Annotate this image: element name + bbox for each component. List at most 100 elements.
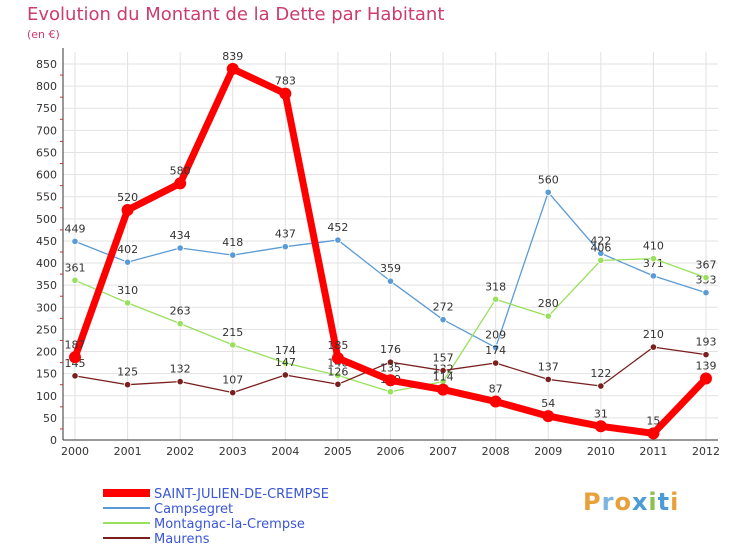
data-point (649, 255, 658, 263)
data-point (386, 388, 395, 396)
data-label: 209 (485, 329, 506, 342)
data-point (69, 351, 81, 364)
data-label: 54 (541, 397, 555, 410)
data-point (700, 372, 712, 385)
data-label: 126 (327, 365, 348, 378)
data-point (121, 203, 134, 216)
data-label: 560 (538, 173, 559, 186)
data-label: 122 (590, 367, 611, 380)
data-point (174, 177, 187, 190)
data-point (702, 351, 710, 359)
data-point (123, 381, 132, 389)
data-label: 87 (489, 383, 503, 396)
data-point (331, 352, 344, 365)
data-label: 215 (222, 326, 243, 339)
data-point (71, 372, 79, 380)
data-label: 185 (327, 339, 348, 352)
x-tick-label: 2009 (534, 445, 562, 458)
y-tick-label: 650 (36, 146, 57, 159)
data-point (123, 299, 132, 307)
data-label: 361 (65, 261, 86, 274)
data-label: 132 (170, 363, 191, 376)
data-label: 137 (538, 360, 559, 373)
data-point (647, 427, 660, 440)
data-point (176, 320, 184, 328)
data-point (281, 243, 289, 251)
legend-label: Montagnac-la-Crempse (154, 517, 305, 532)
data-label: 359 (380, 262, 401, 275)
legend-label: Maurens (154, 532, 210, 547)
data-point (489, 395, 502, 408)
data-point (334, 236, 342, 244)
data-point (544, 188, 552, 196)
data-label: 193 (696, 336, 717, 349)
data-point (334, 371, 342, 380)
data-point (176, 378, 184, 386)
legend-label: SAINT-JULIEN-DE-CREMPSE (154, 487, 329, 502)
data-point (386, 358, 395, 366)
data-point (279, 87, 292, 100)
data-point (334, 380, 342, 388)
data-label: 520 (117, 191, 138, 204)
data-label: 437 (275, 228, 296, 241)
data-point (71, 237, 79, 245)
data-label: 839 (222, 50, 243, 63)
data-label: 318 (485, 280, 506, 293)
data-label: 367 (696, 259, 717, 272)
data-point (384, 374, 397, 387)
data-label: 210 (643, 328, 664, 341)
series-1: 449402434418437452359272209560422371333 (65, 173, 717, 352)
data-point (226, 62, 239, 75)
data-label: 157 (433, 352, 454, 365)
y-tick-label: 500 (36, 213, 57, 226)
data-point (492, 343, 500, 352)
data-label: 174 (485, 344, 506, 357)
chart-title: Evolution du Montant de la Dette par Hab… (27, 4, 445, 25)
data-label: 452 (327, 221, 348, 234)
data-label: 434 (170, 229, 191, 242)
data-point (597, 249, 605, 257)
data-label: 139 (696, 360, 717, 373)
y-tick-label: 0 (50, 434, 57, 447)
y-tick-label: 100 (36, 390, 57, 403)
legend-label: Campsegret (154, 502, 233, 517)
data-point (597, 256, 605, 265)
data-point (386, 277, 395, 285)
data-label: 174 (275, 344, 296, 357)
data-label: 176 (380, 343, 401, 356)
data-point (702, 289, 710, 297)
y-tick-label: 600 (36, 169, 57, 182)
chart-subtitle: (en €) (27, 28, 60, 41)
data-label: 580 (170, 164, 191, 177)
y-tick-label: 550 (36, 191, 57, 204)
data-label: 187 (65, 338, 86, 351)
series-0: 187 520 580 839 783 185 135 114 87 54 31 15 139 (65, 50, 717, 440)
data-point (649, 272, 658, 280)
x-tick-label: 2010 (587, 445, 615, 458)
data-label: 125 (117, 366, 138, 379)
proxiti-logo: Proxiti (583, 488, 680, 516)
data-label: 410 (643, 240, 664, 253)
data-label: 402 (117, 243, 138, 256)
data-label: 114 (433, 371, 454, 384)
data-point (229, 251, 237, 259)
data-point (702, 274, 710, 282)
y-tick-label: 300 (36, 301, 57, 314)
legend: SAINT-JULIEN-DE-CREMPSECampsegretMontagn… (103, 487, 329, 547)
data-point (544, 375, 552, 383)
data-label: 272 (433, 301, 454, 314)
x-tick-label: 2002 (166, 445, 194, 458)
y-tick-label: 800 (36, 80, 57, 93)
x-tick-label: 2000 (61, 445, 89, 458)
data-label: 280 (538, 297, 559, 310)
data-label: 31 (594, 407, 608, 420)
grid (63, 52, 718, 441)
data-point (281, 371, 289, 379)
data-label: 783 (275, 75, 296, 88)
y-tick-label: 50 (43, 412, 57, 425)
data-label: 422 (590, 234, 611, 247)
data-point (649, 343, 658, 351)
y-tick-label: 250 (36, 323, 57, 336)
